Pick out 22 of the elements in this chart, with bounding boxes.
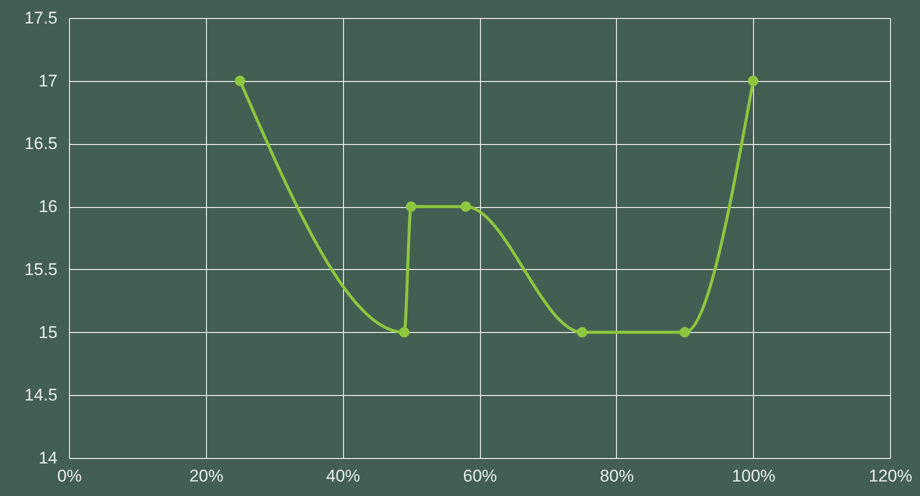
point [234, 76, 246, 86]
y-tick-label: 16 [38, 197, 58, 216]
x-tick-label: 120% [868, 466, 912, 486]
y-tick-label: 15 [38, 322, 58, 342]
x-tick-label: 80% [600, 466, 634, 486]
point [399, 327, 410, 338]
x-tick-label: 100% [732, 466, 776, 486]
point [680, 327, 690, 338]
y-tick-label: 14.5 [24, 386, 58, 405]
y-tick-label: 14 [38, 448, 58, 468]
x-tick-label: 40% [326, 466, 360, 486]
point [406, 201, 416, 212]
y-tick-label: 17.5 [24, 8, 58, 28]
x-tick-label: 60% [462, 466, 498, 486]
x-tick-label: 0% [57, 466, 82, 486]
y-tick-label: 16.5 [24, 134, 58, 154]
y-tick-label: 15.5 [24, 260, 58, 279]
point [748, 76, 758, 86]
point [460, 201, 472, 212]
point [576, 327, 588, 338]
x-tick-label: 20% [189, 466, 224, 486]
y-tick-label: 17 [38, 71, 58, 90]
